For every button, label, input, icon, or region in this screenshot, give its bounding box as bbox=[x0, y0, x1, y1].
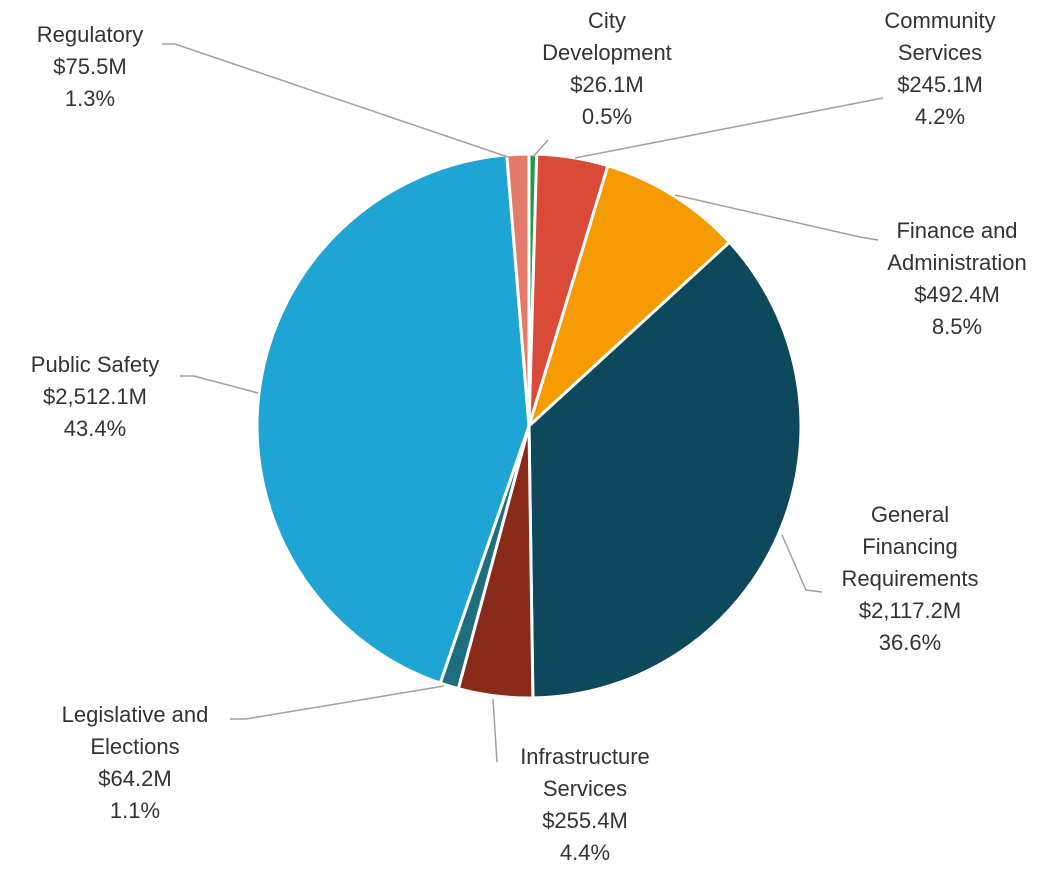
value-label: $2,512.1M bbox=[43, 384, 147, 409]
percentage-label: 1.3% bbox=[65, 86, 115, 111]
leader-line bbox=[180, 375, 259, 394]
slice-label: Community Services bbox=[884, 8, 995, 65]
percentage-label: 4.4% bbox=[560, 840, 610, 865]
value-label: $492.4M bbox=[914, 282, 1000, 307]
slice-label: General Financing Requirements bbox=[842, 502, 979, 591]
pie-slice bbox=[525, 163, 732, 431]
value-label: $2,117.2M bbox=[859, 598, 961, 623]
leader-line bbox=[674, 194, 879, 241]
slice-label: Regulatory bbox=[37, 22, 143, 47]
slice-label: Infrastructure Services bbox=[520, 744, 650, 801]
pie-slice bbox=[527, 240, 803, 700]
pie-slice bbox=[255, 153, 531, 686]
leader-line bbox=[781, 534, 823, 593]
value-label: $26.1M bbox=[570, 72, 643, 97]
leader-line bbox=[230, 685, 445, 720]
percentage-label: 0.5% bbox=[582, 104, 632, 129]
percentage-label: 4.2% bbox=[915, 104, 965, 129]
value-label: $75.5M bbox=[53, 54, 126, 79]
slice-label: Finance and Administration bbox=[887, 218, 1026, 275]
value-label: $255.4M bbox=[542, 808, 628, 833]
percentage-label: 36.6% bbox=[879, 630, 941, 655]
percentage-label: 8.5% bbox=[932, 314, 982, 339]
slice-label: City Development bbox=[542, 8, 672, 65]
percentage-label: 1.1% bbox=[110, 798, 160, 823]
percentage-label: 43.4% bbox=[64, 416, 126, 441]
slice-label: Public Safety bbox=[31, 352, 159, 377]
value-label: $64.2M bbox=[98, 766, 171, 791]
leader-line bbox=[492, 698, 498, 763]
value-label: $245.1M bbox=[897, 72, 983, 97]
leader-line bbox=[574, 97, 884, 159]
slice-label: Legislative and Elections bbox=[62, 702, 209, 759]
pie-slice bbox=[505, 152, 531, 427]
leader-line bbox=[532, 139, 549, 158]
leader-line bbox=[162, 43, 509, 158]
